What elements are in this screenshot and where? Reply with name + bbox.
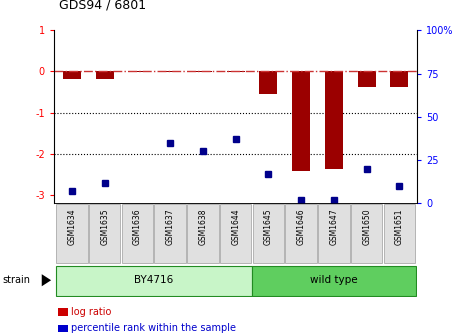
FancyBboxPatch shape: [89, 205, 121, 262]
FancyBboxPatch shape: [187, 205, 219, 262]
Bar: [292, 72, 310, 171]
Text: GSM1635: GSM1635: [100, 208, 109, 245]
Text: GSM1645: GSM1645: [264, 208, 273, 245]
Bar: [63, 72, 81, 79]
Text: GSM1651: GSM1651: [395, 208, 404, 245]
Text: GSM1644: GSM1644: [231, 208, 240, 245]
Text: GSM1646: GSM1646: [297, 208, 306, 245]
FancyBboxPatch shape: [318, 205, 349, 262]
Text: log ratio: log ratio: [71, 307, 111, 317]
Text: GSM1650: GSM1650: [362, 208, 371, 245]
Text: GSM1638: GSM1638: [198, 208, 207, 245]
FancyBboxPatch shape: [56, 205, 88, 262]
Polygon shape: [42, 274, 51, 286]
FancyBboxPatch shape: [220, 205, 251, 262]
FancyBboxPatch shape: [55, 266, 252, 296]
Bar: [325, 72, 343, 169]
FancyBboxPatch shape: [154, 205, 186, 262]
Text: percentile rank within the sample: percentile rank within the sample: [71, 323, 236, 333]
Text: strain: strain: [2, 275, 30, 285]
FancyBboxPatch shape: [384, 205, 415, 262]
Text: GSM1636: GSM1636: [133, 208, 142, 245]
Text: wild type: wild type: [310, 275, 358, 285]
Text: GDS94 / 6801: GDS94 / 6801: [59, 0, 146, 12]
FancyBboxPatch shape: [253, 205, 284, 262]
Text: BY4716: BY4716: [134, 275, 174, 285]
Text: GSM1634: GSM1634: [68, 208, 76, 245]
FancyBboxPatch shape: [122, 205, 153, 262]
Bar: [358, 72, 376, 87]
FancyBboxPatch shape: [252, 266, 416, 296]
Text: GSM1647: GSM1647: [329, 208, 339, 245]
FancyBboxPatch shape: [286, 205, 317, 262]
Text: GSM1637: GSM1637: [166, 208, 174, 245]
FancyBboxPatch shape: [351, 205, 382, 262]
Bar: [96, 72, 113, 79]
Bar: [390, 72, 408, 87]
Bar: [259, 72, 278, 94]
